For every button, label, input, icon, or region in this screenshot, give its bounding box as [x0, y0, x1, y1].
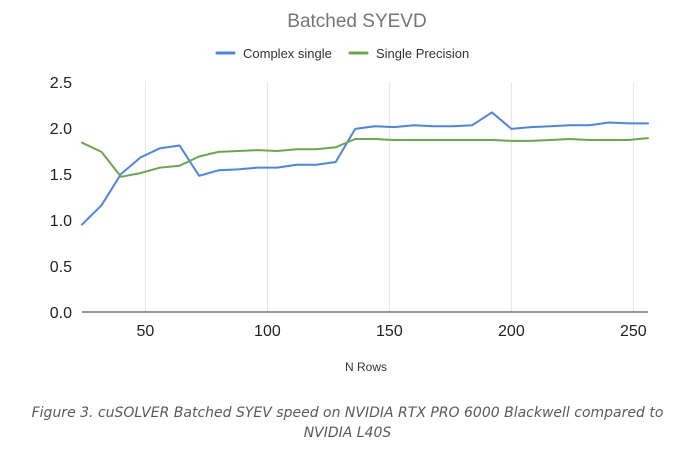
y-tick-label: 2.5 — [50, 75, 72, 92]
chart-axes: 50 100 150 200 250 0.0 0.5 1.0 1.5 2.0 2.5 — [50, 75, 648, 340]
chart-title: Batched SYEVD — [287, 11, 426, 32]
line-chart: Batched SYEVD Complex single Single Preci… — [50, 11, 649, 374]
x-tick-label: 100 — [254, 323, 281, 340]
figure-caption: Figure 3. cuSOLVER Batched SYEV speed on… — [20, 403, 675, 443]
y-tick-label: 0.5 — [50, 259, 72, 276]
figure-caption-line-2: NVIDIA L40S — [303, 425, 392, 441]
chart-series-layer — [81, 111, 649, 226]
legend-label-1: Complex single — [243, 46, 332, 61]
chart-grid — [144, 82, 634, 312]
y-tick-label: 1.5 — [50, 167, 72, 184]
series-line-1 — [81, 111, 649, 226]
x-axis-label: N Rows — [345, 360, 387, 374]
x-tick-label: 50 — [137, 323, 155, 340]
chart-legend: Complex single Single Precision — [215, 46, 469, 61]
legend-label-2: Single Precision — [376, 46, 469, 61]
x-tick-label: 200 — [498, 323, 525, 340]
x-tick-label: 250 — [620, 323, 647, 340]
y-tick-label: 0.0 — [50, 305, 72, 322]
x-tick-label: 150 — [376, 323, 403, 340]
figure-caption-line-1: Figure 3. cuSOLVER Batched SYEV speed on… — [31, 405, 664, 421]
y-tick-label: 1.0 — [50, 213, 72, 230]
y-tick-label: 2.0 — [50, 121, 72, 138]
series-line-2 — [81, 137, 649, 178]
